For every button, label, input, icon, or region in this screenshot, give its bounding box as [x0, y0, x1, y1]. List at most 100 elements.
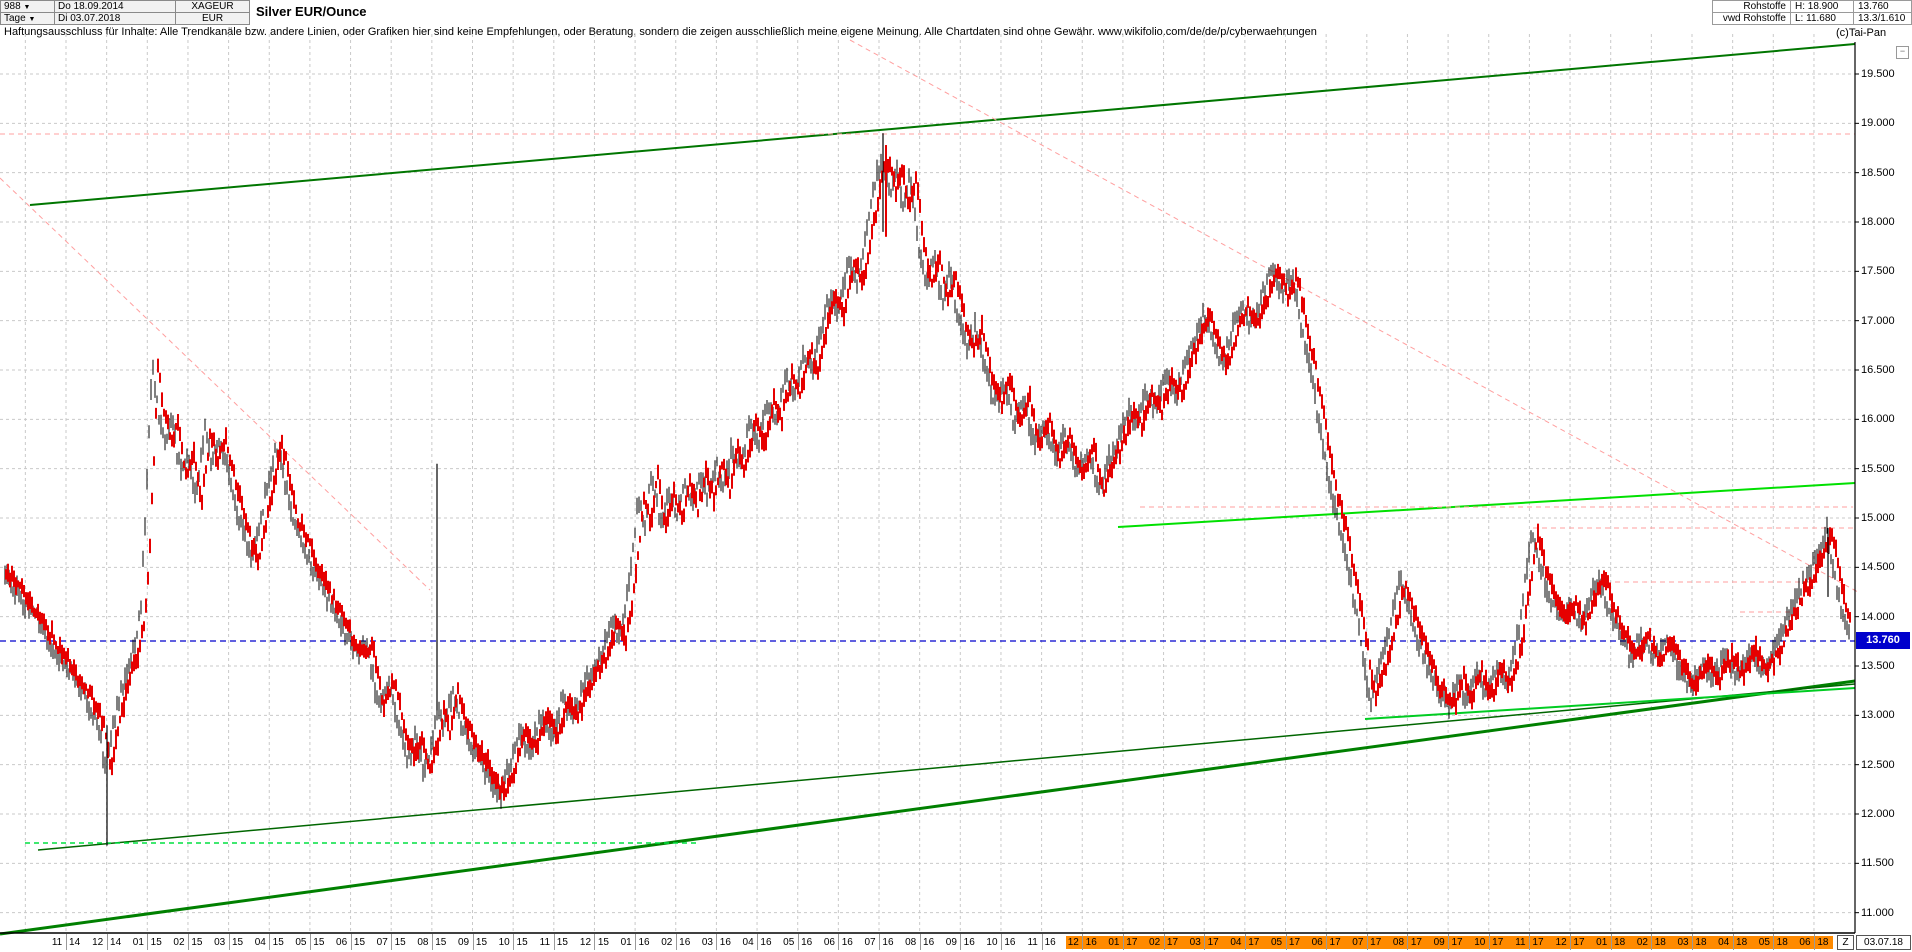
copyright-label: (c)Tai-Pan	[1836, 27, 1887, 39]
x-axis-tick-label: 11 17	[1515, 937, 1544, 948]
x-axis-tick-label: 10 17	[1474, 937, 1504, 948]
x-axis-highlight-band	[1066, 936, 1833, 949]
x-axis-tick	[1407, 934, 1409, 950]
currency-label: EUR	[175, 12, 250, 25]
x-axis-tick-label: 05 15	[295, 937, 325, 948]
x-axis-tick-label: 09 17	[1433, 937, 1463, 948]
x-axis-tick-label: 08 15	[417, 937, 447, 948]
x-axis-tick-label: 12 16	[1067, 937, 1097, 948]
y-axis-tick-label: 15.500	[1861, 462, 1895, 475]
y-axis-tick-label: 13.500	[1861, 660, 1895, 672]
x-axis-tick-label: 12 14	[92, 937, 122, 948]
last-price-badge: 13.760	[1856, 632, 1910, 649]
x-axis-tick-label: 04 17	[1230, 937, 1260, 948]
x-axis-tick-label: 03 18	[1677, 937, 1707, 948]
y-axis-tick-label: 16.500	[1861, 364, 1895, 376]
x-axis-tick-label: 06 15	[336, 937, 366, 948]
x-axis-tick-label: 09 15	[457, 937, 488, 948]
x-axis-tick	[1082, 934, 1084, 950]
x-axis-tick-label: 07 16	[864, 937, 894, 948]
disclaimer-text: Haftungsausschluss für Inhalte: Alle Tre…	[4, 26, 1317, 38]
y-axis-tick-label: 16.000	[1861, 413, 1895, 426]
y-axis-tick-label: 18.500	[1861, 166, 1895, 179]
y-axis-tick-label: 19.500	[1861, 68, 1895, 80]
chevron-down-icon: ▼	[28, 16, 36, 23]
x-axis-tick	[797, 934, 799, 950]
y-axis-tick-label: 11.500	[1861, 857, 1894, 870]
x-axis-tick	[594, 934, 596, 950]
y-axis-tick-label: 19.000	[1861, 117, 1895, 130]
x-axis-tick-label: 05 18	[1758, 937, 1788, 948]
x-axis-tick-label: 04 16	[742, 937, 772, 948]
x-axis-tick	[309, 934, 311, 950]
page-title: Silver EUR/Ounce	[256, 4, 367, 19]
x-axis-tick	[1488, 934, 1490, 950]
x-axis-tick	[1285, 934, 1287, 950]
x-axis-tick	[553, 934, 555, 950]
x-axis-tick	[757, 934, 759, 950]
x-axis-tick-label: 02 16	[661, 937, 691, 948]
x-axis-tick-label: 07 17	[1352, 937, 1382, 948]
x-axis-tick	[1448, 934, 1450, 950]
x-axis-tick-label: 01 18	[1596, 937, 1626, 948]
x-axis-tick-label: 11 16	[1027, 937, 1056, 948]
x-axis-tick-label: 10 15	[498, 937, 528, 948]
x-axis-tick-label: 06 17	[1311, 937, 1341, 948]
x-axis-tick-label: 03 16	[701, 937, 731, 948]
x-axis-tick-label: 09 16	[945, 937, 975, 948]
x-axis-tick	[350, 934, 352, 950]
x-axis-tick	[1204, 934, 1206, 950]
x-axis-tick	[391, 934, 393, 950]
x-axis-tick	[513, 934, 515, 950]
x-axis-tick-label: 07 15	[376, 937, 406, 948]
x-axis-tick-label: 10 16	[986, 937, 1016, 948]
y-axis-tick-label: 11.000	[1861, 906, 1894, 919]
x-axis-tick	[1366, 934, 1368, 950]
x-axis-tick	[1813, 934, 1815, 950]
x-axis-tick-label: 01 17	[1108, 937, 1138, 948]
y-axis-tick-label: 14.000	[1861, 610, 1895, 623]
x-axis-tick-label: 05 16	[783, 937, 813, 948]
timeframe-value: Tage	[4, 13, 26, 24]
x-axis-tick	[675, 934, 677, 950]
periods-value: 988	[4, 1, 21, 12]
date-to-field[interactable]: Di 03.07.2018	[54, 12, 176, 25]
x-axis-tick-label: 11 14	[51, 937, 81, 948]
x-axis-tick	[1122, 934, 1124, 950]
x-axis-tick	[147, 934, 149, 950]
y-axis-tick-label: 17.500	[1861, 265, 1895, 278]
x-axis-tick-label: 05 17	[1270, 937, 1301, 948]
y-axis-tick-label: 12.500	[1861, 758, 1895, 771]
timeframe-dropdown[interactable]: Tage ▼	[0, 12, 55, 25]
x-axis-tick-label: 04 15	[254, 937, 284, 948]
x-axis-tick	[838, 934, 840, 950]
x-axis-tick-label: 02 18	[1636, 937, 1666, 948]
x-axis-tick-label: 04 18	[1718, 937, 1748, 948]
y-axis-tick-label: 17.000	[1861, 314, 1895, 327]
x-axis-tick	[879, 934, 880, 950]
x-axis-tick	[66, 934, 67, 950]
collapse-icon[interactable]: −	[1896, 46, 1909, 59]
x-axis-tick	[1244, 934, 1246, 950]
zoom-z-button[interactable]: Z	[1837, 935, 1854, 950]
x-axis-tick-label: 12 15	[579, 937, 609, 948]
x-axis-tick	[1326, 934, 1328, 950]
x-axis-tick	[1732, 934, 1734, 950]
x-axis-tick-label: 12 17	[1555, 937, 1585, 948]
chevron-down-icon: ▼	[23, 4, 31, 11]
x-axis-tick	[1692, 934, 1693, 950]
x-axis-tick-label: 02 17	[1149, 937, 1179, 948]
x-axis-tick	[635, 934, 637, 950]
x-axis-tick	[1163, 934, 1165, 950]
x-axis-tick	[269, 934, 271, 950]
y-axis-tick-label: 13.000	[1861, 709, 1895, 722]
y-axis-tick-label: 15.000	[1861, 512, 1895, 524]
x-axis-tick-label: 01 16	[620, 937, 650, 948]
x-axis: 11 14 12 14 01 15 02 15 03 15 04 15 05 15 06 15…	[0, 934, 1912, 952]
x-axis-tick	[187, 934, 189, 950]
y-axis-tick-label: 14.500	[1861, 561, 1895, 574]
x-axis-tick	[431, 934, 433, 950]
quote-source: vwd Rohstoffe	[1712, 12, 1791, 25]
x-axis-tick-label: 11 15	[539, 937, 568, 948]
